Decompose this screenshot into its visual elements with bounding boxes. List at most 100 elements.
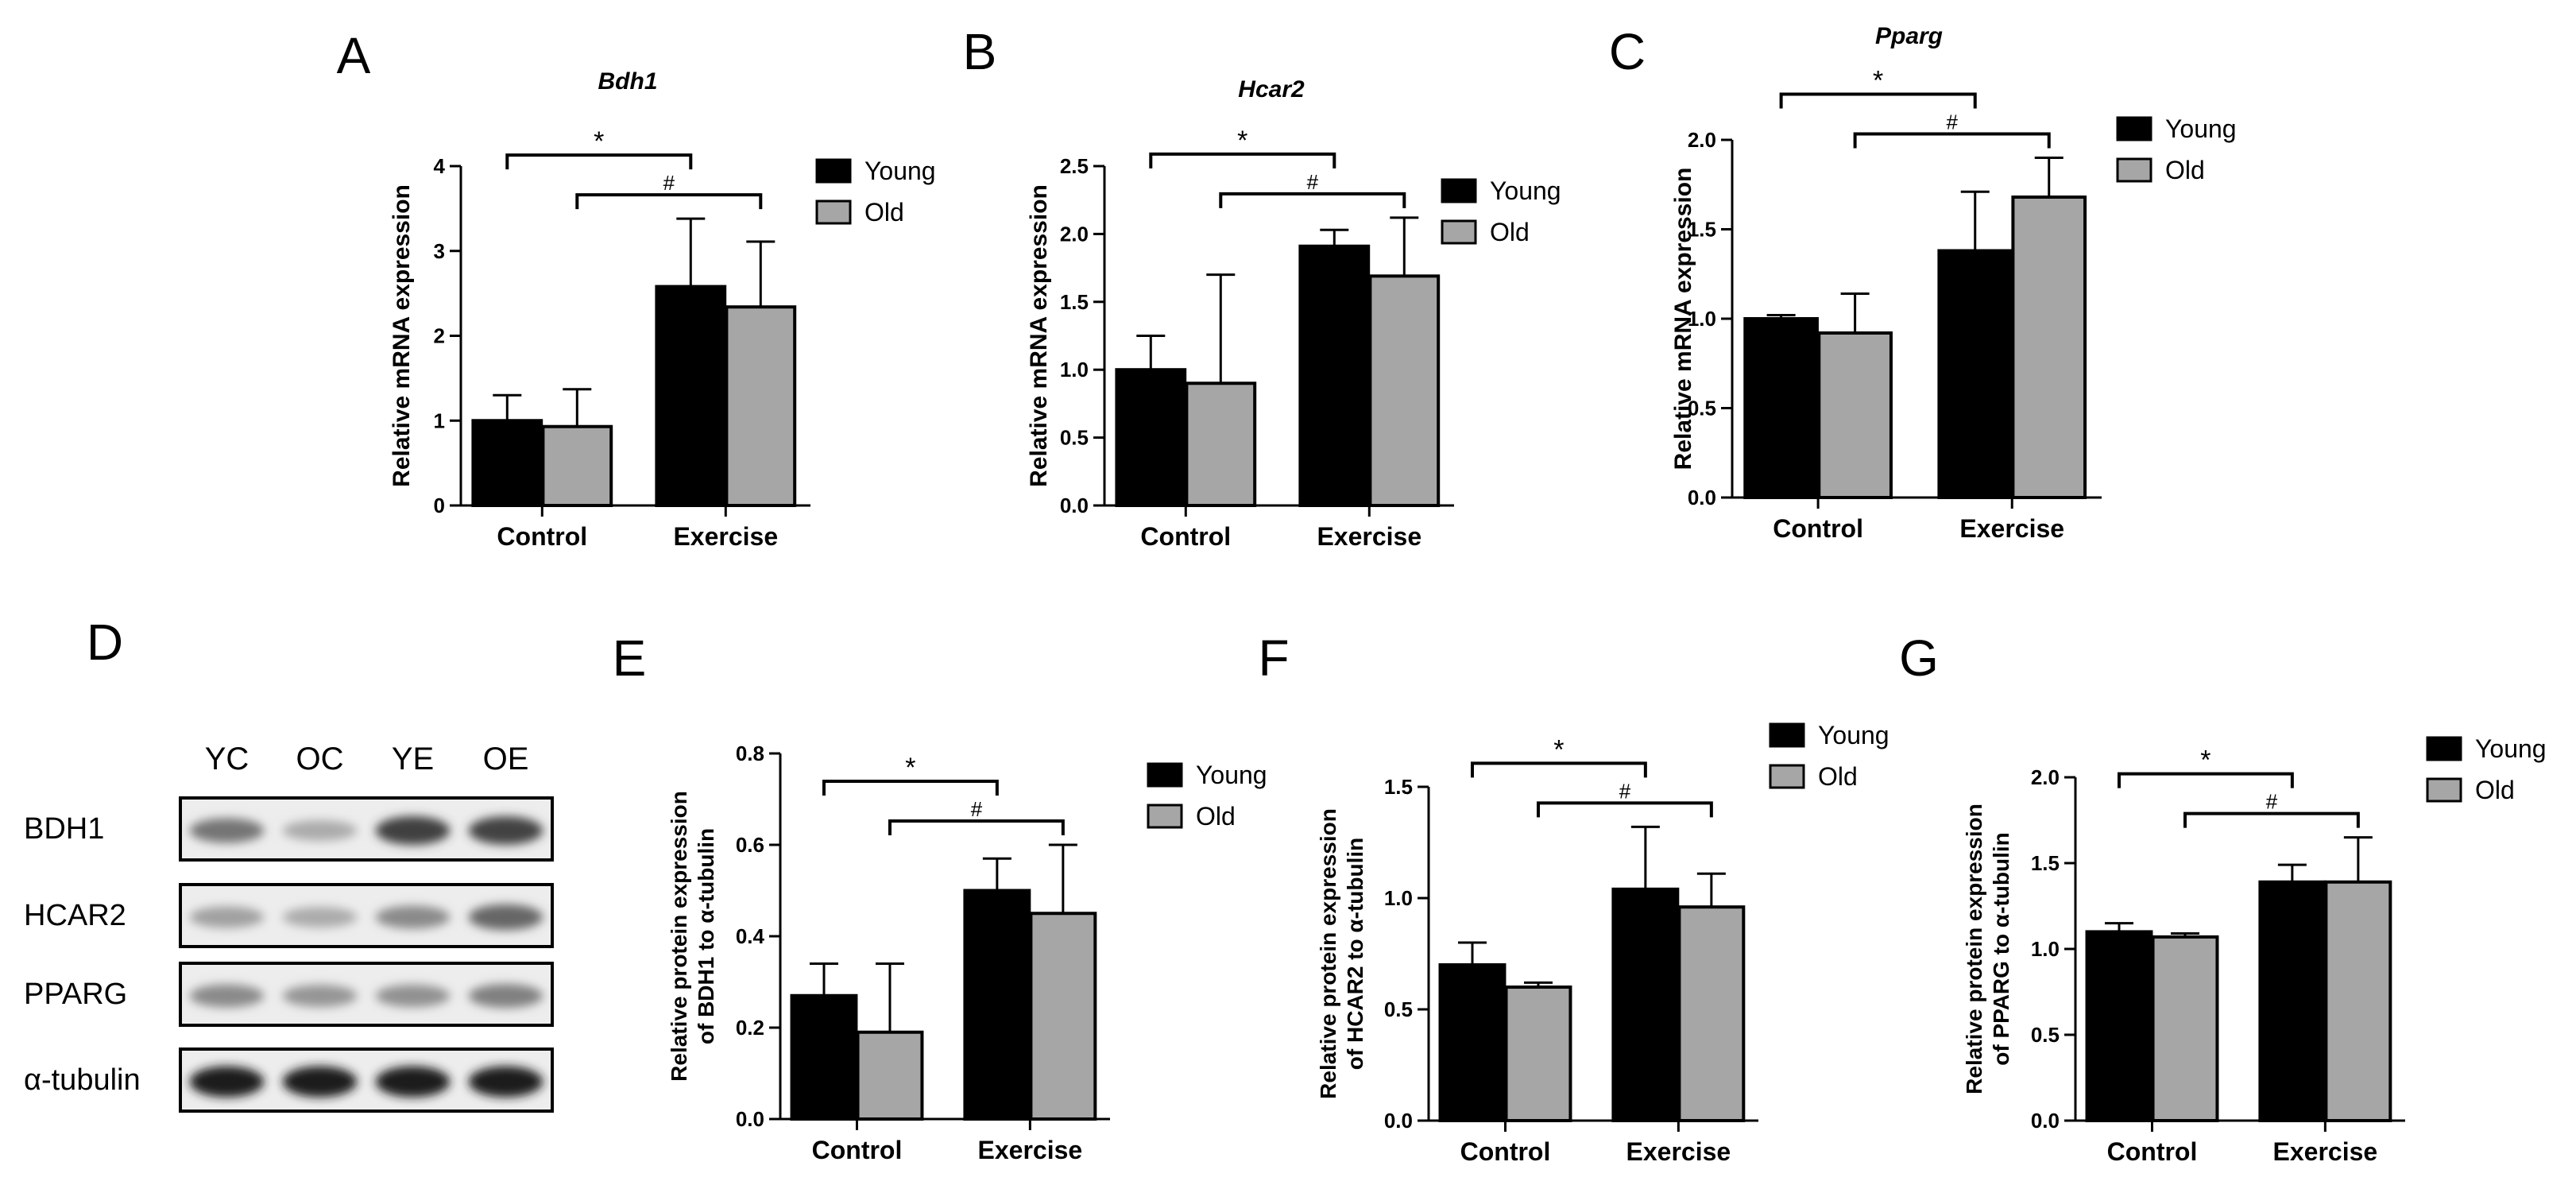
x-tick-label: Control xyxy=(812,1136,903,1164)
legend-label-old: Old xyxy=(1818,762,1858,791)
panel-letter: F xyxy=(1258,629,1289,687)
x-tick-label: Exercise xyxy=(1626,1137,1731,1166)
significance-star: * xyxy=(905,753,915,783)
lane-label: OC xyxy=(296,742,344,776)
blot-band xyxy=(189,1066,265,1098)
bar-young-control xyxy=(1743,317,1819,499)
y-tick-label: 1 xyxy=(434,409,445,432)
bar-young-control xyxy=(1438,963,1507,1122)
legend-label-young: Young xyxy=(2475,734,2547,763)
blot-band xyxy=(189,818,265,843)
blot-row-label: BDH1 xyxy=(24,812,104,846)
y-tick-label: 0.5 xyxy=(1060,426,1089,450)
panel-letter: E xyxy=(613,629,647,687)
significance-hash: # xyxy=(1307,170,1319,194)
significance-hash: # xyxy=(971,797,983,821)
x-tick-label: Exercise xyxy=(978,1136,1083,1164)
blot-band xyxy=(468,816,543,845)
significance-bracket-old xyxy=(888,819,1065,835)
bar-young-exercise xyxy=(1611,887,1680,1123)
y-tick-label: 2.5 xyxy=(1060,154,1089,178)
legend-swatch-old xyxy=(1441,219,1477,245)
legend-swatch-young xyxy=(1769,722,1805,748)
panel-letter: G xyxy=(1899,629,1939,687)
bar-old-exercise xyxy=(1677,905,1746,1122)
y-tick-label: 0.0 xyxy=(736,1107,764,1131)
y-tick-label: 0.5 xyxy=(2031,1023,2060,1047)
significance-hash: # xyxy=(663,171,675,195)
bar-young-exercise xyxy=(1298,244,1371,507)
legend-swatch-old xyxy=(1147,804,1183,829)
legend-swatch-old xyxy=(815,199,852,225)
blot-band xyxy=(375,984,451,1008)
chart-panel-f: F 0.0 0.5 1.0 1.5 Control Exercise Relative pro… xyxy=(1258,629,1889,1166)
legend-label-young: Young xyxy=(1490,176,1561,205)
y-tick-label: 2.0 xyxy=(2031,765,2060,789)
panel-letter: B xyxy=(963,23,997,80)
western-blot-panel: D YC OC YE OE BDH1 HCAR2 PPARG α-tubulin xyxy=(24,614,554,1113)
legend-label-old: Old xyxy=(1490,218,1530,246)
legend-label-old: Old xyxy=(2165,156,2205,184)
y-tick-label: 0.2 xyxy=(736,1016,764,1040)
blot-band xyxy=(375,905,451,929)
blot-band xyxy=(375,816,451,845)
x-tick-label: Control xyxy=(1140,522,1231,551)
legend-label-young: Young xyxy=(864,157,936,185)
y-axis-label-line: Relative protein expression xyxy=(667,791,691,1082)
x-tick-label: Exercise xyxy=(673,522,778,551)
significance-bracket-young xyxy=(1470,761,1647,778)
significance-hash: # xyxy=(1619,779,1631,803)
legend-swatch-young xyxy=(815,158,852,184)
significance-bracket-old xyxy=(2183,811,2360,828)
y-tick-label: 3 xyxy=(434,239,445,263)
y-tick-label: 2.0 xyxy=(1060,222,1089,246)
bar-old-exercise xyxy=(2011,196,2087,499)
bar-young-exercise xyxy=(1937,249,2013,499)
bar-old-control xyxy=(2151,935,2219,1122)
significance-bracket-old xyxy=(1536,801,1713,818)
y-axis-label-line: Relative mRNA expression xyxy=(1026,184,1052,487)
significance-star: * xyxy=(1553,734,1564,765)
bar-old-exercise xyxy=(2324,880,2392,1122)
significance-bracket-young xyxy=(822,780,999,796)
y-axis-label: Relative protein expression of HCAR2 to α… xyxy=(1316,808,1367,1099)
y-tick-label: 1.0 xyxy=(1688,307,1716,331)
blot-row-label: PPARG xyxy=(24,978,127,1011)
significance-bracket-old xyxy=(575,193,763,210)
blot-band xyxy=(468,1066,543,1098)
y-tick-label: 0.0 xyxy=(1060,494,1089,517)
y-axis-label-line: of HCAR2 to α-tubulin xyxy=(1343,838,1367,1070)
bar-young-control xyxy=(1115,368,1187,508)
bar-old-exercise xyxy=(725,305,797,507)
y-tick-label: 0.8 xyxy=(736,742,764,765)
y-tick-label: 0.0 xyxy=(2031,1109,2060,1133)
y-tick-label: 0.0 xyxy=(1384,1109,1413,1133)
y-tick-label: 1.0 xyxy=(1384,886,1413,910)
x-tick-label: Exercise xyxy=(1959,514,2064,543)
significance-star: * xyxy=(594,126,604,157)
significance-hash: # xyxy=(1946,110,1958,134)
y-axis-label: Relative mRNA expression xyxy=(389,184,415,487)
y-tick-label: 1.5 xyxy=(1384,775,1413,799)
significance-bracket-young xyxy=(1149,152,1336,168)
y-axis-label-line: of PPARG to α-tubulin xyxy=(1989,832,2013,1066)
bar-young-exercise xyxy=(963,889,1031,1121)
blot-band xyxy=(375,1066,451,1098)
y-tick-label: 0.6 xyxy=(736,833,764,857)
blot-band xyxy=(282,985,358,1007)
y-tick-label: 0.0 xyxy=(1688,486,1716,509)
y-tick-label: 0.5 xyxy=(1384,997,1413,1021)
chart-panel-a: A Bdh1 0 1 2 3 4 Control Exercise Relative mRNA e… xyxy=(337,27,936,551)
bar-old-exercise xyxy=(1368,274,1441,507)
legend-label-old: Old xyxy=(1196,802,1236,831)
legend-label-young: Young xyxy=(2165,114,2237,143)
blot-band xyxy=(282,820,358,841)
legend-swatch-young xyxy=(1441,178,1477,203)
y-axis-label-line: of BDH1 to α-tubulin xyxy=(694,828,718,1044)
chart-title: Pparg xyxy=(1875,23,1943,49)
y-tick-label: 2 xyxy=(434,324,445,348)
blot-row-label: HCAR2 xyxy=(24,899,126,932)
chart-title: Bdh1 xyxy=(598,68,658,95)
legend-label-old: Old xyxy=(864,198,904,227)
legend-swatch-old xyxy=(2426,777,2462,803)
